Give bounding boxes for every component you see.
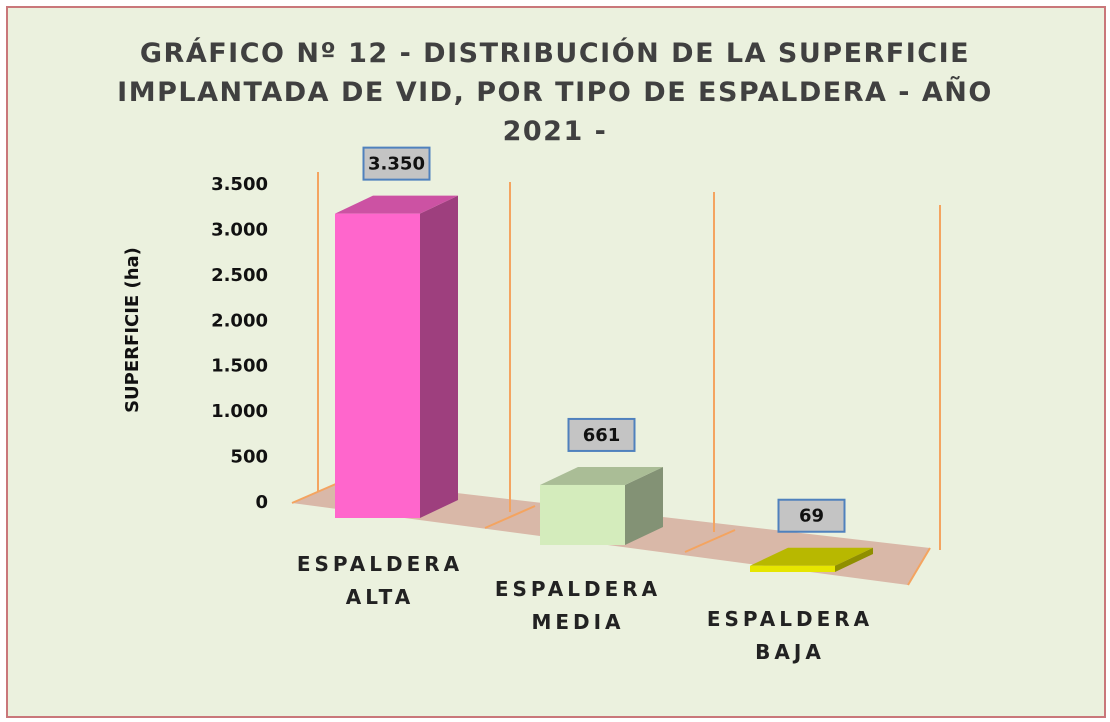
- bar-side: [420, 195, 458, 518]
- value-label-box: [567, 417, 636, 452]
- value-label-box: [777, 498, 846, 533]
- x-tick-label: ESPALDERA ALTA: [296, 552, 464, 609]
- value-label-box: [362, 146, 431, 181]
- bar-side: [835, 547, 873, 572]
- bar-top: [335, 195, 458, 214]
- y-tick-label: 2.500: [211, 265, 268, 286]
- y-tick-label: 3.000: [211, 219, 268, 240]
- value-label: 3.350: [368, 154, 425, 175]
- value-label: 69: [799, 506, 824, 527]
- y-tick-label: 1.500: [211, 356, 268, 377]
- y-tick-label: 1.000: [211, 401, 268, 422]
- y-tick-label: 2.000: [211, 310, 268, 331]
- bar-side: [625, 466, 663, 545]
- value-label: 661: [583, 425, 621, 446]
- y-tick-label: 3.500: [211, 174, 268, 195]
- bar: [540, 484, 625, 545]
- bar: [750, 565, 835, 572]
- chart-title: GRÁFICO Nº 12 - DISTRIBUCIÓN DE LA SUPER…: [117, 38, 993, 147]
- x-tick-label: ESPALDERA BAJA: [706, 607, 874, 664]
- y-tick-label: 0: [255, 492, 268, 513]
- y-tick-label: 500: [230, 447, 268, 468]
- y-axis-label: SUPERFICIE (ha): [122, 247, 143, 413]
- bar-top: [540, 466, 663, 485]
- x-tick-label: ESPALDERA MEDIA: [494, 577, 662, 634]
- bar: [335, 213, 420, 518]
- bar-top: [750, 547, 873, 566]
- chart-frame: [6, 6, 1106, 718]
